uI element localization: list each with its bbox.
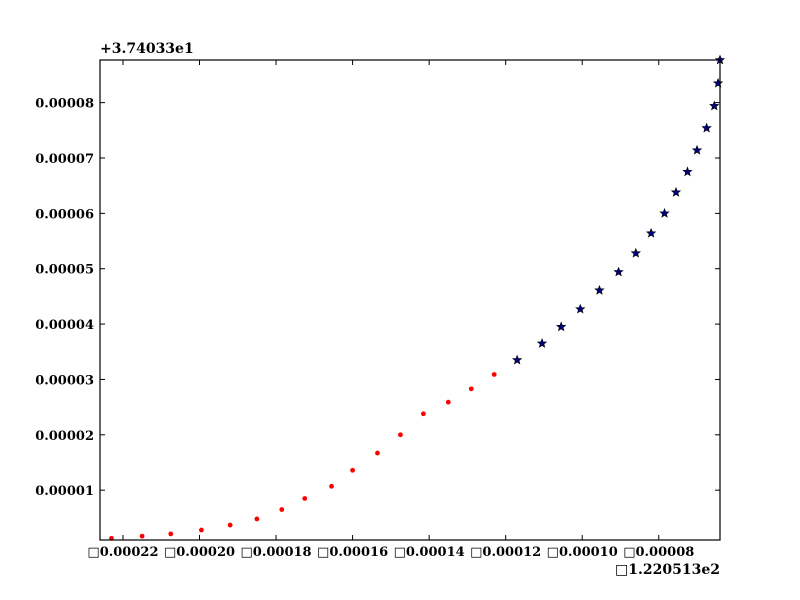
data-point-star <box>556 321 567 332</box>
y-tick-label: 0.00008 <box>35 97 94 112</box>
data-point-star <box>645 227 657 238</box>
x-tick-label: □0.00008 <box>623 545 694 560</box>
data-point-star <box>670 186 682 197</box>
data-point-circle <box>445 399 451 405</box>
data-point-star <box>536 338 548 348</box>
y-tick-label: 0.00005 <box>35 263 94 278</box>
data-point-circle <box>139 533 145 539</box>
data-point-star <box>575 303 586 314</box>
data-point-circle <box>168 531 174 537</box>
plot-area <box>100 60 720 540</box>
x-tick-label: □0.00018 <box>241 545 312 560</box>
x-tick-label: □0.00012 <box>470 545 541 560</box>
x-tick-label: □0.00020 <box>164 545 235 560</box>
data-point-circle <box>302 496 308 501</box>
x-tick-label: □0.00014 <box>394 545 465 560</box>
data-point-star <box>630 247 641 258</box>
data-point-circle <box>375 450 380 456</box>
data-point-circle <box>468 386 474 392</box>
data-point-star <box>712 77 724 88</box>
x-tick-label: □0.00022 <box>87 545 158 560</box>
y-offset-label: +3.74033e1 <box>100 41 194 57</box>
data-point-circle <box>420 411 426 417</box>
data-point-circle <box>491 372 497 377</box>
data-point-star <box>701 122 712 133</box>
data-point-star <box>682 166 693 177</box>
data-point-star <box>659 207 670 218</box>
data-point-star <box>512 354 523 365</box>
data-point-circle <box>254 516 260 522</box>
x-tick-label: □0.00016 <box>317 545 388 560</box>
y-tick-label: 0.00002 <box>35 429 94 444</box>
data-point-circle <box>329 483 334 489</box>
data-point-star <box>613 266 624 277</box>
data-point-circle <box>199 527 204 533</box>
plot-frame <box>99 59 721 541</box>
data-point-circle <box>279 507 285 512</box>
data-point-circle <box>227 522 233 528</box>
x-tick-label: □0.00010 <box>547 545 618 560</box>
y-tick-label: 0.00001 <box>35 484 94 499</box>
y-tick-label: 0.00003 <box>35 373 94 388</box>
data-point-star <box>691 144 703 155</box>
data-point-star <box>594 284 605 295</box>
data-point-star <box>709 100 720 111</box>
y-tick-label: 0.00006 <box>35 207 94 222</box>
y-tick-label: 0.00007 <box>35 152 94 167</box>
x-offset-label: □1.220513e2 <box>615 562 720 578</box>
data-point-circle <box>398 432 403 438</box>
axis-ticks: □0.00022 □0.00020 □0.00018 □0.00016 □0.00014… <box>35 60 720 560</box>
y-tick-label: 0.00004 <box>35 318 94 333</box>
data-point-circle <box>350 467 355 473</box>
